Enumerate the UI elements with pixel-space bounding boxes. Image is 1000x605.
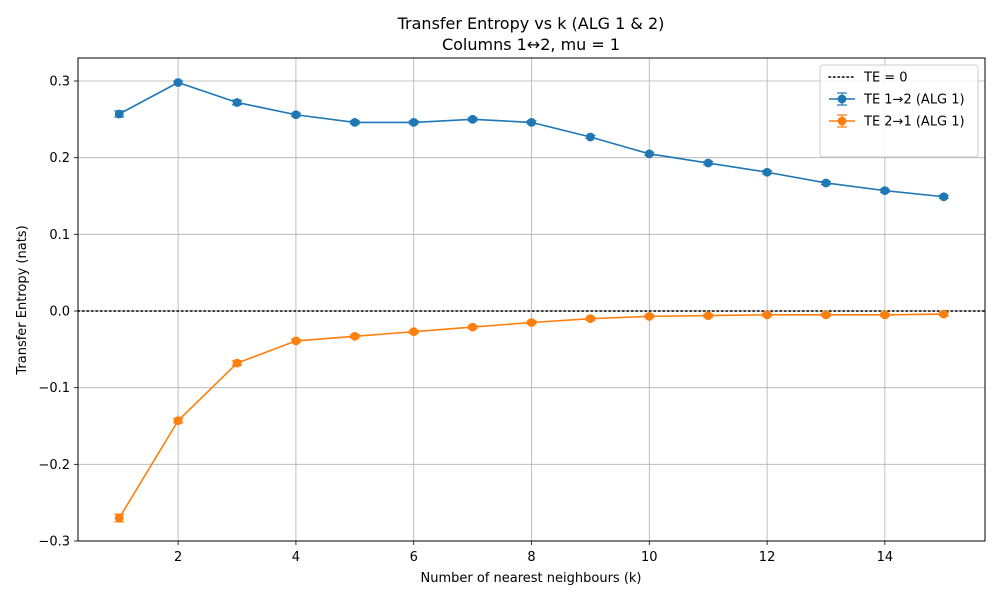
- data-point: [880, 186, 890, 196]
- data-point: [291, 110, 301, 120]
- chart-subtitle: Columns 1↔2, mu = 1: [442, 35, 620, 54]
- data-point: [291, 336, 301, 346]
- y-tick-label: −0.1: [38, 381, 70, 396]
- legend-label-te-zero: TE = 0: [863, 71, 908, 86]
- x-tick-label: 12: [759, 550, 776, 565]
- data-point: [409, 118, 419, 127]
- series-1: [114, 78, 949, 202]
- x-tick-label: 4: [292, 550, 300, 565]
- y-tick-label: −0.3: [38, 535, 70, 550]
- data-point: [173, 78, 183, 87]
- data-point: [468, 114, 478, 124]
- data-point: [350, 331, 360, 341]
- data-point: [939, 309, 949, 319]
- data-point: [762, 167, 772, 177]
- y-tick-label: −0.2: [38, 458, 70, 473]
- y-tick-label: 0.0: [49, 305, 70, 320]
- chart-title: Transfer Entropy vs k (ALG 1 & 2): [397, 14, 665, 33]
- y-axis-label: Transfer Entropy (nats): [15, 225, 30, 375]
- x-tick-label: 14: [877, 550, 894, 565]
- data-point: [232, 358, 242, 368]
- data-point: [703, 311, 713, 320]
- data-point: [173, 416, 183, 426]
- data-point: [468, 322, 478, 332]
- data-point: [762, 310, 772, 320]
- legend-label-series-1: TE 1→2 (ALG 1): [863, 93, 965, 108]
- data-point: [585, 314, 595, 324]
- x-tick-label: 6: [410, 550, 418, 565]
- data-point: [527, 318, 536, 327]
- legend-box: [819, 64, 979, 158]
- data-point: [644, 149, 654, 159]
- data-point: [939, 192, 949, 202]
- data-point: [703, 158, 713, 168]
- x-tick-label: 8: [527, 550, 535, 565]
- data-point: [527, 118, 536, 127]
- data-point: [114, 513, 124, 523]
- data-point: [821, 310, 831, 320]
- x-axis-label: Number of nearest neighbours (k): [421, 571, 642, 586]
- x-tick-label: 10: [641, 550, 658, 565]
- data-point: [409, 327, 419, 337]
- data-point: [232, 98, 242, 107]
- legend: TE = 0 TE 1→2 (ALG 1) TE 2→1 (ALG 1): [819, 64, 979, 158]
- legend-swatch-marker-1: [837, 94, 847, 104]
- data-point: [585, 132, 595, 142]
- data-point: [880, 310, 890, 320]
- y-tick-label: 0.2: [49, 151, 70, 166]
- series-layer: [114, 78, 949, 523]
- x-tick-label: 2: [174, 550, 182, 565]
- legend-swatch-marker-2: [837, 116, 847, 126]
- data-point: [114, 109, 124, 119]
- data-point: [350, 118, 360, 127]
- ticks-layer: 2 4 6 8 10 12 14 −0.3 −0.2 −0.1 0.0 0.1 0.2 0.3: [38, 75, 893, 566]
- legend-label-series-2: TE 2→1 (ALG 1): [863, 115, 965, 130]
- data-point: [821, 178, 831, 188]
- series-2: [114, 309, 949, 523]
- y-tick-label: 0.1: [49, 228, 70, 243]
- y-tick-label: 0.3: [49, 75, 70, 90]
- data-point: [644, 311, 654, 321]
